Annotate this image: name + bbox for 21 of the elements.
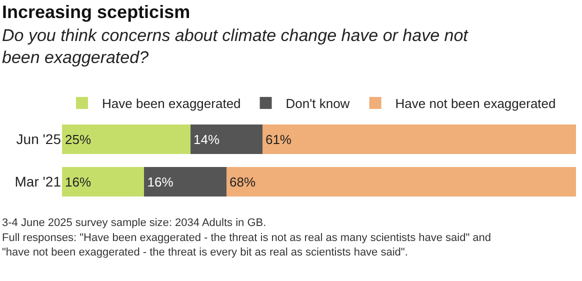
bar [62,124,190,154]
bar [62,166,144,197]
legend-label: Have been exaggerated [102,96,241,112]
data-label: 25% [65,132,92,147]
data-label: 16% [65,174,92,190]
legend-label: Have not been exaggerated [395,96,556,112]
legend-label: Don't know [286,96,350,112]
data-label: 61% [265,132,292,147]
data-label: 14% [194,132,220,147]
data-label: 68% [229,174,256,190]
text: Full responses: "Have been exaggerated - the threat is not as real as many scientists have said" and "have not been exaggerated - the threat is every bit as real as scientists have said". [2,232,492,258]
y-tick-label: Mar '21 [14,174,62,190]
y-tick-label: Jun '25 [16,131,62,148]
chart-title: Increasing scepticism [2,2,190,22]
chart-subtitle: Do you think concerns about climate change have or have not been exaggerated? [2,26,470,68]
bar [226,166,576,197]
bar [262,124,576,154]
data-label: 16% [147,174,174,190]
bar [190,124,262,154]
bar [144,166,226,197]
text: 3-4 June 2025 survey sample size: 2034 Adults in GB. [2,217,266,229]
